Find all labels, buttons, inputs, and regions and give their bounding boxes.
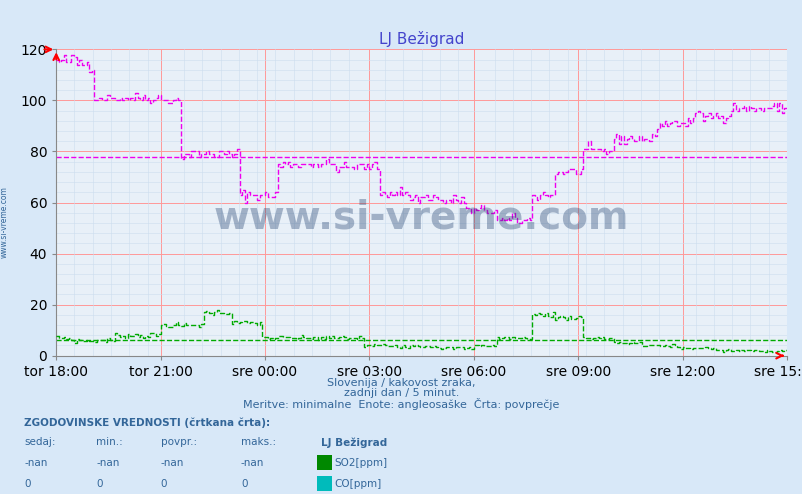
Text: 0: 0	[160, 479, 167, 489]
Text: 0: 0	[96, 479, 103, 489]
Title: LJ Bežigrad: LJ Bežigrad	[379, 31, 464, 47]
Text: min.:: min.:	[96, 437, 123, 447]
Text: www.si-vreme.com: www.si-vreme.com	[0, 186, 9, 258]
Text: -nan: -nan	[96, 458, 119, 468]
Text: 0: 0	[24, 479, 30, 489]
Text: -nan: -nan	[160, 458, 184, 468]
Text: LJ Bežigrad: LJ Bežigrad	[321, 437, 387, 448]
Text: sedaj:: sedaj:	[24, 437, 55, 447]
Text: Meritve: minimalne  Enote: angleosaške  Črta: povprečje: Meritve: minimalne Enote: angleosaške Čr…	[243, 398, 559, 410]
Text: zadnji dan / 5 minut.: zadnji dan / 5 minut.	[343, 388, 459, 398]
Text: ZGODOVINSKE VREDNOSTI (črtkana črta):: ZGODOVINSKE VREDNOSTI (črtkana črta):	[24, 417, 270, 428]
Text: -nan: -nan	[24, 458, 47, 468]
Text: 0: 0	[241, 479, 247, 489]
Text: CO[ppm]: CO[ppm]	[334, 479, 381, 489]
Text: www.si-vreme.com: www.si-vreme.com	[213, 199, 629, 237]
Text: Slovenija / kakovost zraka,: Slovenija / kakovost zraka,	[327, 378, 475, 388]
Text: povpr.:: povpr.:	[160, 437, 196, 447]
Text: -nan: -nan	[241, 458, 264, 468]
Text: maks.:: maks.:	[241, 437, 276, 447]
Text: SO2[ppm]: SO2[ppm]	[334, 458, 387, 468]
